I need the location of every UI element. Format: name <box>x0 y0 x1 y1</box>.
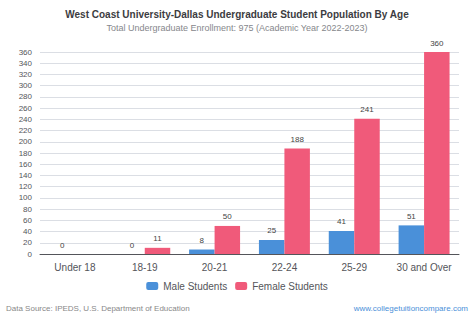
svg-text:200: 200 <box>19 137 33 146</box>
svg-text:160: 160 <box>19 160 33 169</box>
svg-text:50: 50 <box>223 212 232 221</box>
svg-text:120: 120 <box>19 182 33 191</box>
svg-text:241: 241 <box>360 105 374 114</box>
svg-text:20-21: 20-21 <box>202 262 228 273</box>
svg-text:280: 280 <box>19 92 33 101</box>
svg-text:11: 11 <box>153 234 162 243</box>
svg-text:180: 180 <box>19 149 33 158</box>
svg-text:220: 220 <box>19 126 33 135</box>
svg-text:360: 360 <box>19 48 33 57</box>
svg-text:320: 320 <box>19 70 33 79</box>
svg-text:8: 8 <box>200 236 205 245</box>
svg-text:25-29: 25-29 <box>341 262 367 273</box>
svg-text:188: 188 <box>290 135 304 144</box>
svg-text:100: 100 <box>19 193 33 202</box>
svg-text:0: 0 <box>60 241 65 250</box>
svg-text:140: 140 <box>19 171 33 180</box>
svg-text:22-24: 22-24 <box>272 262 298 273</box>
svg-text:Data Source: IPEDS, U.S. Depar: Data Source: IPEDS, U.S. Department of E… <box>6 304 190 313</box>
svg-text:340: 340 <box>19 59 33 68</box>
svg-text:18-19: 18-19 <box>132 262 158 273</box>
svg-text:40: 40 <box>23 227 32 236</box>
svg-text:20: 20 <box>23 238 32 247</box>
svg-text:240: 240 <box>19 115 33 124</box>
svg-text:51: 51 <box>407 212 416 221</box>
svg-text:360: 360 <box>430 39 444 48</box>
svg-text:41: 41 <box>337 217 346 226</box>
svg-text:0: 0 <box>130 241 135 250</box>
svg-text:0: 0 <box>28 250 33 259</box>
svg-text:260: 260 <box>19 104 33 113</box>
svg-text:25: 25 <box>267 226 276 235</box>
svg-text:300: 300 <box>19 81 33 90</box>
svg-text:30 and Over: 30 and Over <box>397 262 453 273</box>
svg-text:West Coast University-Dallas U: West Coast University-Dallas Undergradua… <box>65 9 409 20</box>
svg-text:www.collegetuitioncompare.com: www.collegetuitioncompare.com <box>353 304 469 313</box>
svg-text:80: 80 <box>23 205 32 214</box>
svg-text:Under 18: Under 18 <box>54 262 96 273</box>
svg-text:60: 60 <box>23 216 32 225</box>
svg-text:Male Students: Male Students <box>163 281 227 292</box>
svg-text:Total Undergraduate Enrollment: Total Undergraduate Enrollment: 975 (Aca… <box>106 23 367 33</box>
svg-text:Female Students: Female Students <box>252 281 328 292</box>
